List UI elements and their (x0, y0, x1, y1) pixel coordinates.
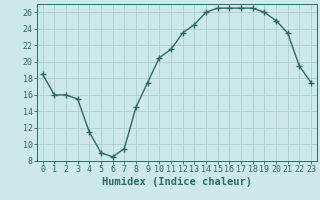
X-axis label: Humidex (Indice chaleur): Humidex (Indice chaleur) (102, 177, 252, 187)
